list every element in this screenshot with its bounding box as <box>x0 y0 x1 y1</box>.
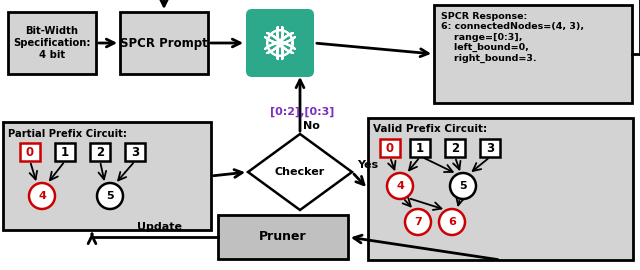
FancyBboxPatch shape <box>368 118 633 260</box>
Text: 2: 2 <box>96 146 104 158</box>
FancyBboxPatch shape <box>55 143 75 161</box>
FancyBboxPatch shape <box>218 215 348 259</box>
Polygon shape <box>248 134 352 210</box>
Text: 7: 7 <box>414 217 422 227</box>
Circle shape <box>450 173 476 199</box>
Text: 2: 2 <box>451 141 459 154</box>
Text: 6: 6 <box>448 217 456 227</box>
FancyBboxPatch shape <box>410 139 430 157</box>
Circle shape <box>439 209 465 235</box>
Text: Valid Prefix Circuit:: Valid Prefix Circuit: <box>373 124 487 134</box>
Text: Checker: Checker <box>275 167 325 177</box>
Circle shape <box>387 173 413 199</box>
Text: 3: 3 <box>486 141 494 154</box>
Text: 1: 1 <box>61 146 69 158</box>
Text: [0:2],[0:3]: [0:2],[0:3] <box>270 107 334 117</box>
Text: SPCR Response:
6: connectedNodes=(4, 3),
    range=[0:3],
    left_bound=0,
    : SPCR Response: 6: connectedNodes=(4, 3),… <box>441 12 584 63</box>
Text: No: No <box>303 121 320 131</box>
Circle shape <box>29 183 55 209</box>
FancyBboxPatch shape <box>120 12 208 74</box>
FancyBboxPatch shape <box>434 5 632 103</box>
Text: 5: 5 <box>106 191 114 201</box>
Text: Yes: Yes <box>357 160 378 170</box>
FancyBboxPatch shape <box>480 139 500 157</box>
Text: 0: 0 <box>26 146 34 158</box>
FancyBboxPatch shape <box>8 12 96 74</box>
FancyBboxPatch shape <box>445 139 465 157</box>
Text: Partial Prefix Circuit:: Partial Prefix Circuit: <box>8 129 127 139</box>
Circle shape <box>405 209 431 235</box>
Text: 5: 5 <box>459 181 467 191</box>
Circle shape <box>97 183 123 209</box>
Text: 4: 4 <box>396 181 404 191</box>
Text: 4: 4 <box>38 191 46 201</box>
Text: 0: 0 <box>386 141 394 154</box>
Text: 3: 3 <box>131 146 139 158</box>
Text: Bit-Width
Specification:
4 bit: Bit-Width Specification: 4 bit <box>13 26 91 60</box>
FancyBboxPatch shape <box>20 143 40 161</box>
Text: Pruner: Pruner <box>259 231 307 244</box>
FancyBboxPatch shape <box>380 139 400 157</box>
FancyBboxPatch shape <box>3 122 211 230</box>
FancyBboxPatch shape <box>125 143 145 161</box>
FancyBboxPatch shape <box>90 143 110 161</box>
Text: Update: Update <box>138 222 182 232</box>
Text: SPCR Prompt: SPCR Prompt <box>120 36 208 49</box>
FancyBboxPatch shape <box>246 9 314 77</box>
Text: 1: 1 <box>416 141 424 154</box>
